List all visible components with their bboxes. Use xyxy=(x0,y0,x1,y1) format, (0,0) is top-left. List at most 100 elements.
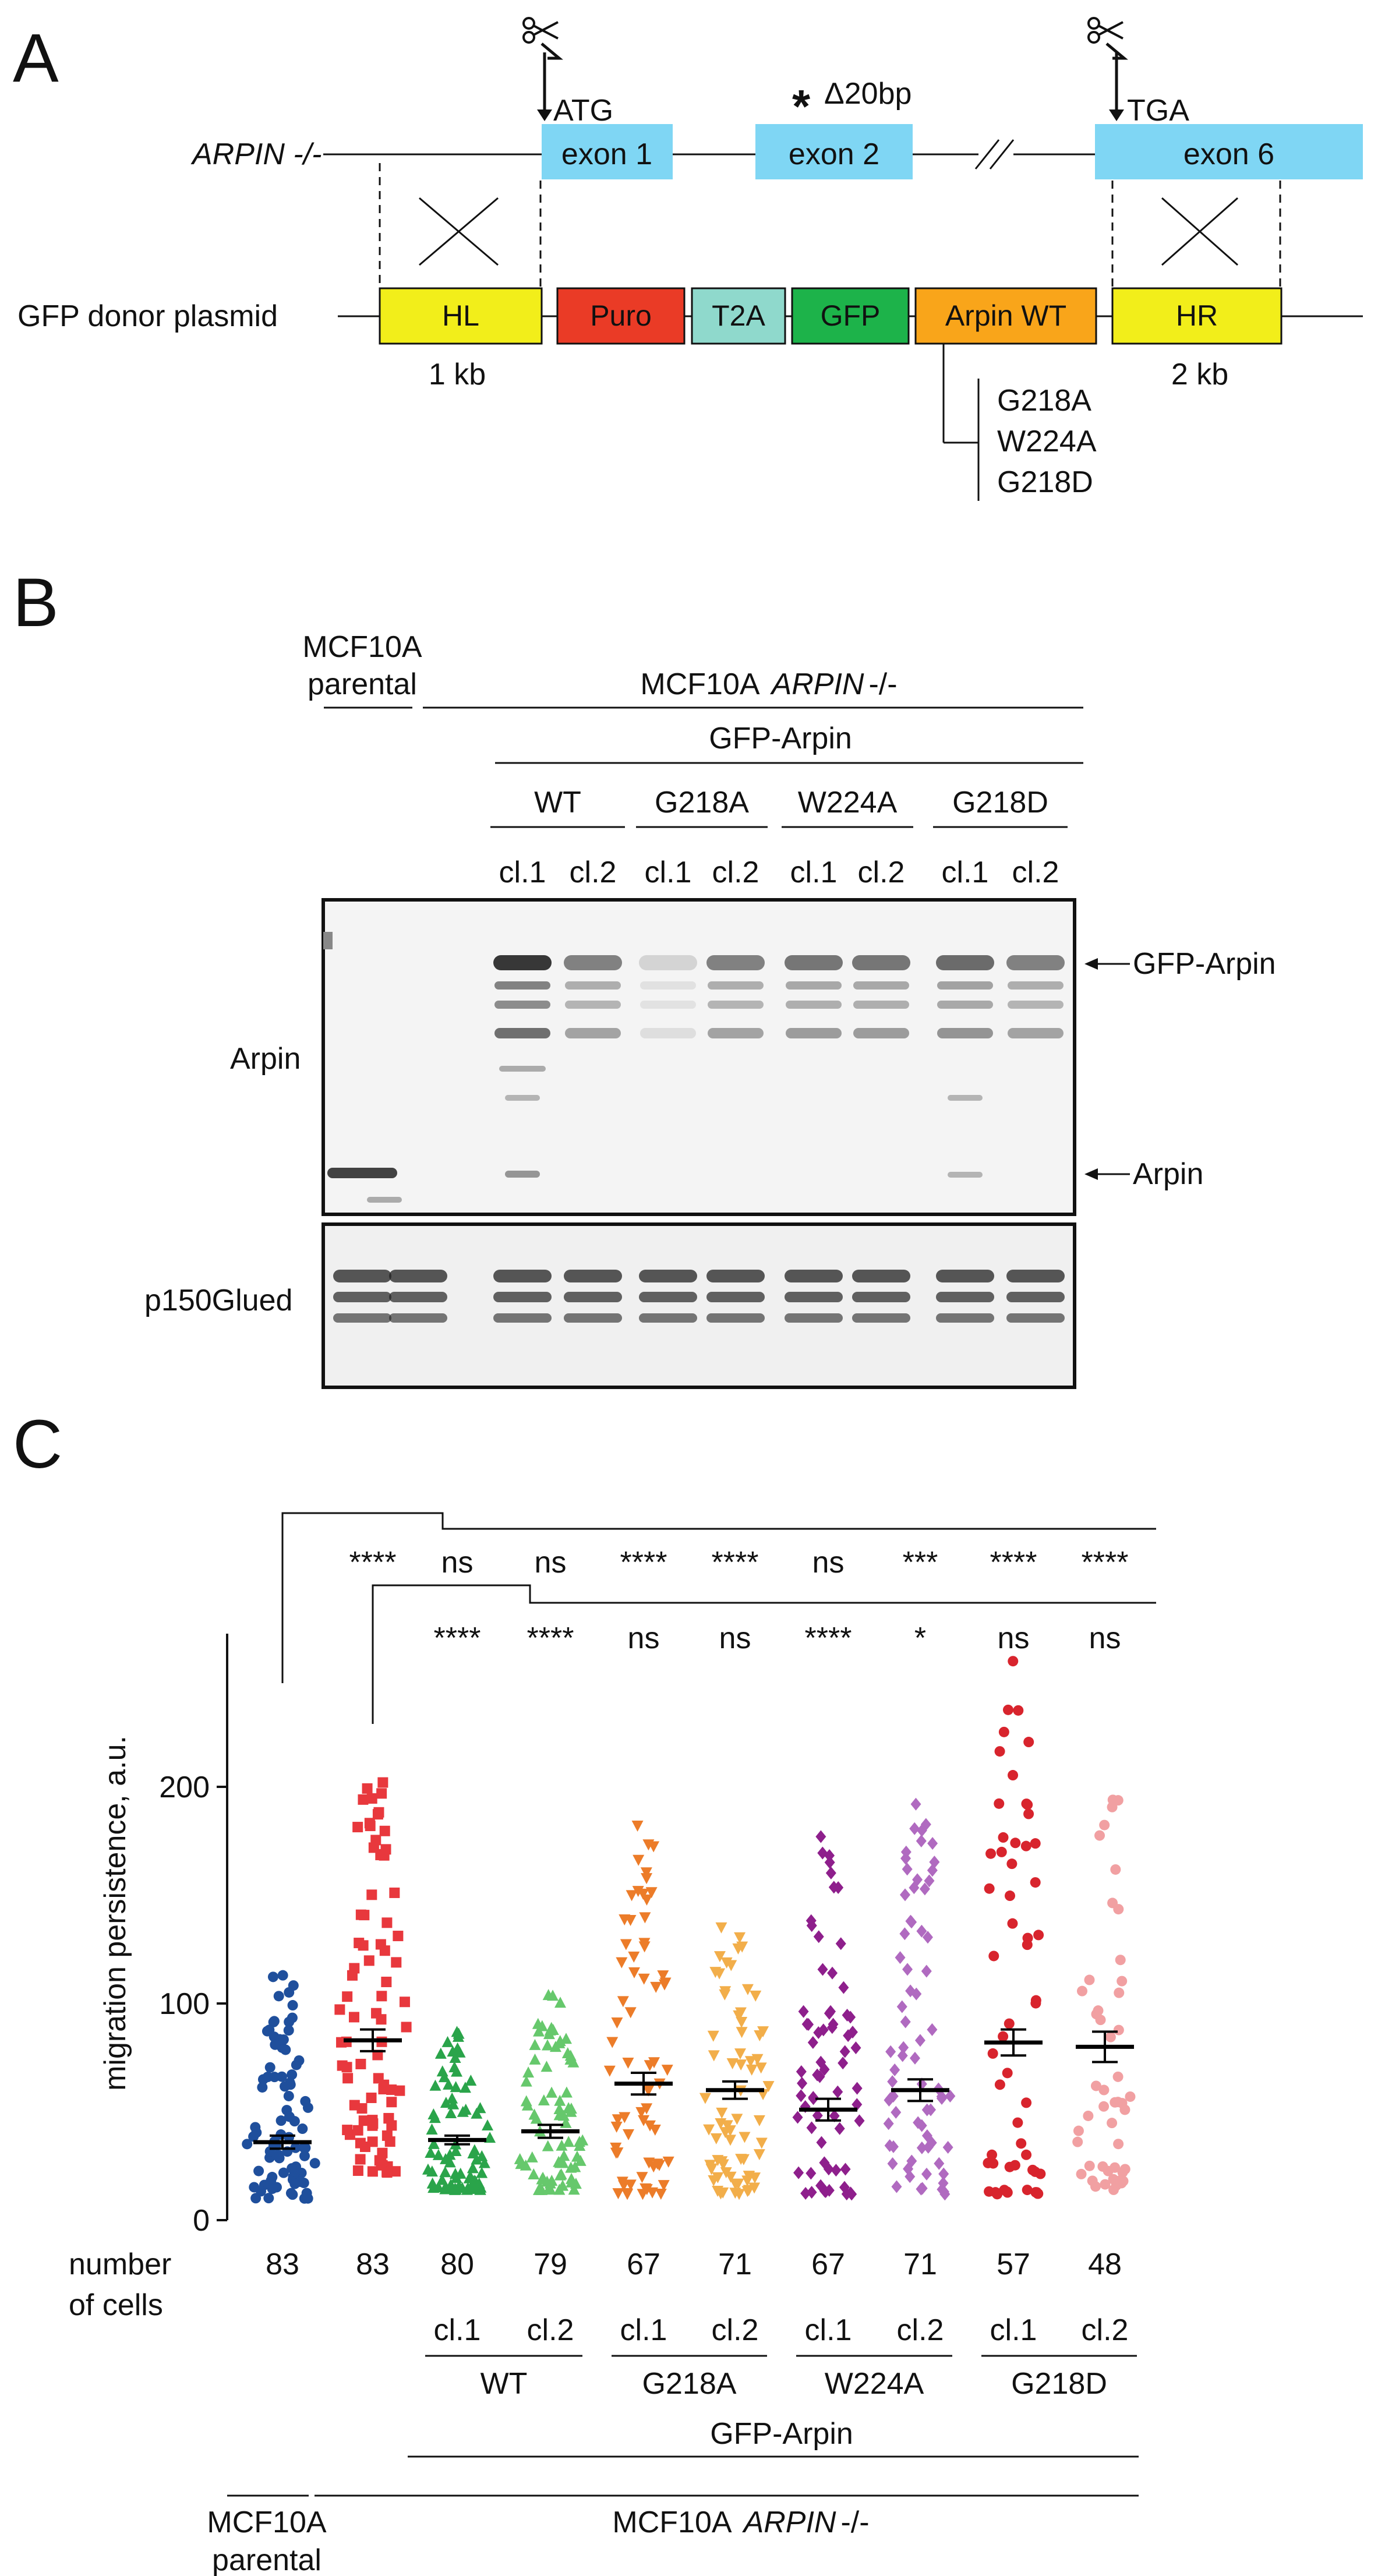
data-point xyxy=(884,2139,895,2152)
blot-band xyxy=(853,1001,909,1009)
data-point xyxy=(543,2181,556,2193)
donor-block xyxy=(791,287,910,345)
mutant-2: W224A xyxy=(997,425,1097,458)
data-point xyxy=(938,2167,949,2181)
data-point xyxy=(280,2081,291,2092)
exon-2 xyxy=(755,124,913,179)
data-point xyxy=(1112,1795,1124,1806)
donor-block-label: Arpin WT xyxy=(945,299,1066,332)
data-point xyxy=(620,1939,632,1950)
data-point xyxy=(478,2157,490,2168)
panel-a: A ATG TGA * Δ20bp ARPIN -/- xyxy=(13,17,1363,501)
data-point xyxy=(916,1824,927,1837)
data-point xyxy=(520,2095,532,2107)
data-point xyxy=(642,2085,655,2097)
data-point xyxy=(719,2127,732,2139)
data-point xyxy=(919,1882,930,1896)
data-point xyxy=(936,2090,947,2103)
blot-band xyxy=(852,1292,910,1302)
data-point xyxy=(900,2015,911,2029)
blot-label-arpin: Arpin xyxy=(230,1042,301,1076)
data-point xyxy=(709,1967,722,1978)
blot-band xyxy=(333,1313,391,1323)
data-point xyxy=(909,1881,920,1895)
exon-1-label: exon 1 xyxy=(561,137,652,171)
donor-block-label: T2A xyxy=(712,299,765,332)
data-point xyxy=(526,2151,538,2162)
data-point xyxy=(806,2121,817,2135)
data-point xyxy=(268,2016,280,2027)
blot-band xyxy=(937,981,993,990)
blot-band xyxy=(937,1028,993,1038)
blot-band xyxy=(708,981,764,990)
donor-block xyxy=(1111,287,1283,345)
data-point xyxy=(827,1966,838,1980)
data-point xyxy=(736,2016,748,2028)
data-point xyxy=(813,1930,824,1944)
chart-parental-label-1: MCF10A xyxy=(207,2506,326,2539)
blot-band xyxy=(937,1001,993,1009)
data-point xyxy=(278,2167,289,2178)
data-point xyxy=(1084,1974,1095,1985)
blot-band xyxy=(493,955,552,970)
chart-knockout-label: MCF10A ARPIN -/- xyxy=(612,2506,869,2539)
blot-band xyxy=(327,1168,397,1178)
data-point xyxy=(297,2123,308,2135)
data-point xyxy=(529,2053,541,2065)
hl-size: 1 kb xyxy=(429,358,486,391)
data-point xyxy=(358,1940,369,1951)
data-point xyxy=(558,2150,570,2161)
data-point xyxy=(520,2075,532,2087)
data-point xyxy=(731,2114,743,2125)
gene-label: ARPIN -/- xyxy=(190,137,321,171)
data-point xyxy=(542,2140,554,2151)
data-point xyxy=(896,2000,907,2013)
data-point xyxy=(428,2137,440,2149)
data-point xyxy=(452,2030,464,2042)
data-point xyxy=(734,1932,746,1944)
data-point xyxy=(914,2034,925,2047)
blot-clone-label: cl.2 xyxy=(712,856,759,889)
data-point xyxy=(641,1873,653,1885)
p150-blot xyxy=(321,1222,1076,1389)
crossover-x xyxy=(419,197,499,266)
significance-label: ns xyxy=(812,1546,845,1579)
data-point xyxy=(798,2005,809,2018)
data-point xyxy=(736,2027,748,2038)
data-point xyxy=(529,2038,541,2050)
data-point xyxy=(1073,2125,1084,2136)
data-point xyxy=(1002,2068,1013,2079)
data-point xyxy=(835,1937,846,1950)
blot-band xyxy=(640,1001,696,1009)
cell-count: 57 xyxy=(997,2248,1030,2281)
data-point xyxy=(899,1888,910,1902)
data-point xyxy=(358,1794,369,1805)
data-point xyxy=(716,2156,728,2168)
data-point xyxy=(1117,2098,1128,2109)
data-point xyxy=(1004,2018,1015,2029)
data-point xyxy=(269,2072,280,2083)
data-point xyxy=(831,2164,842,2177)
data-point xyxy=(611,2017,623,2029)
data-point xyxy=(938,2185,949,2199)
data-point xyxy=(612,2114,624,2126)
parental-label-2: parental xyxy=(308,667,417,701)
data-point xyxy=(755,2137,768,2149)
data-point xyxy=(379,1849,390,1860)
data-point xyxy=(1022,1799,1033,1810)
significance-row-1: **** ns ns **** **** ns *** **** **** xyxy=(349,1546,1129,1579)
y-axis-label: migration persistence, a.u. xyxy=(98,1736,132,2091)
data-point xyxy=(484,2132,496,2143)
data-point xyxy=(838,2056,849,2070)
data-point xyxy=(655,2189,667,2200)
data-point xyxy=(289,2167,301,2178)
data-point xyxy=(832,2085,843,2098)
data-point xyxy=(459,2082,471,2093)
data-point xyxy=(537,2171,549,2183)
data-point xyxy=(724,2135,736,2146)
data-point xyxy=(744,2056,757,2068)
blot-band xyxy=(853,1028,909,1038)
data-point xyxy=(352,2125,363,2136)
data-point xyxy=(1125,2091,1136,2102)
blot-band xyxy=(564,1313,622,1323)
